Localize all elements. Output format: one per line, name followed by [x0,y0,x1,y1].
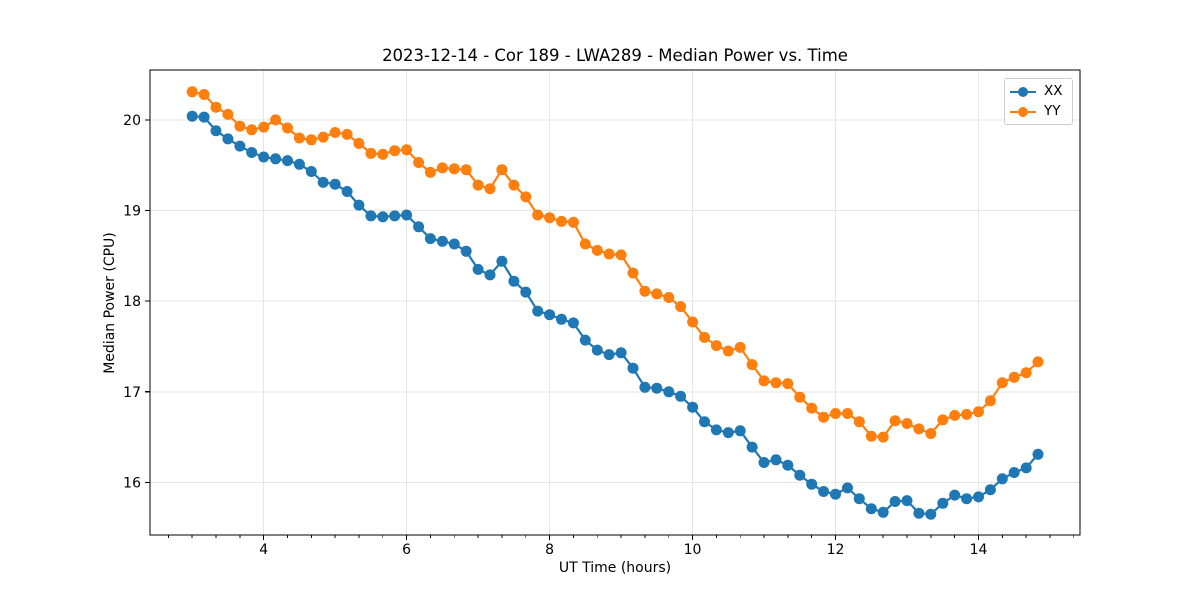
legend-label-xx: XX [1044,83,1063,99]
x-tick-label: 14 [970,542,988,558]
legend-marker-yy-icon [1010,106,1036,117]
legend-item-xx: XX [1010,84,1066,99]
x-tick-label: 6 [402,542,411,558]
tick-labels: 4 6 8 10 12 14 16 17 18 19 20 [123,113,987,558]
y-tick-label: 20 [123,113,141,129]
series-YY-markers [186,86,1044,443]
legend-marker-xx-icon [1010,86,1036,97]
series-YY-line [191,90,1040,439]
legend-label-yy: YY [1044,103,1061,119]
y-tick-label: 17 [123,385,141,401]
series-XX-markers [186,110,1044,520]
axes-frame [149,69,1081,536]
axis-ticks [145,119,1075,540]
grid [150,70,1080,535]
y-tick-label: 18 [123,294,141,310]
x-tick-label: 8 [545,542,554,558]
legend: XX YY [1004,78,1073,125]
y-tick-label: 19 [123,203,141,219]
chart-title: 2023-12-14 - Cor 189 - LWA289 - Median P… [382,46,848,65]
x-tick-label: 4 [259,542,268,558]
x-tick-label: 12 [827,542,845,558]
x-axis-label: UT Time (hours) [558,560,672,576]
y-tick-label: 16 [123,475,141,491]
y-axis-label: Median Power (CPU) [102,232,118,374]
legend-item-yy: YY [1010,104,1066,119]
x-tick-label: 10 [684,542,702,558]
series-XX-line [191,115,1040,516]
